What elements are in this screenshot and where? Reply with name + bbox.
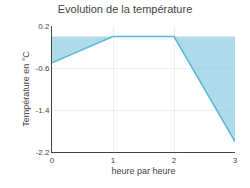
- svg-text:-1.4: -1.4: [36, 106, 50, 115]
- svg-text:1: 1: [111, 156, 116, 165]
- svg-text:Evolution de la température: Evolution de la température: [58, 3, 193, 15]
- svg-text:3: 3: [233, 156, 238, 165]
- svg-text:Température en °C: Température en °C: [21, 51, 31, 127]
- svg-text:heure par heure: heure par heure: [111, 166, 175, 176]
- svg-text:0.2: 0.2: [38, 22, 50, 31]
- svg-text:-2.2: -2.2: [36, 148, 50, 157]
- svg-text:2: 2: [172, 156, 177, 165]
- svg-text:-0.6: -0.6: [36, 64, 50, 73]
- svg-text:0: 0: [50, 156, 55, 165]
